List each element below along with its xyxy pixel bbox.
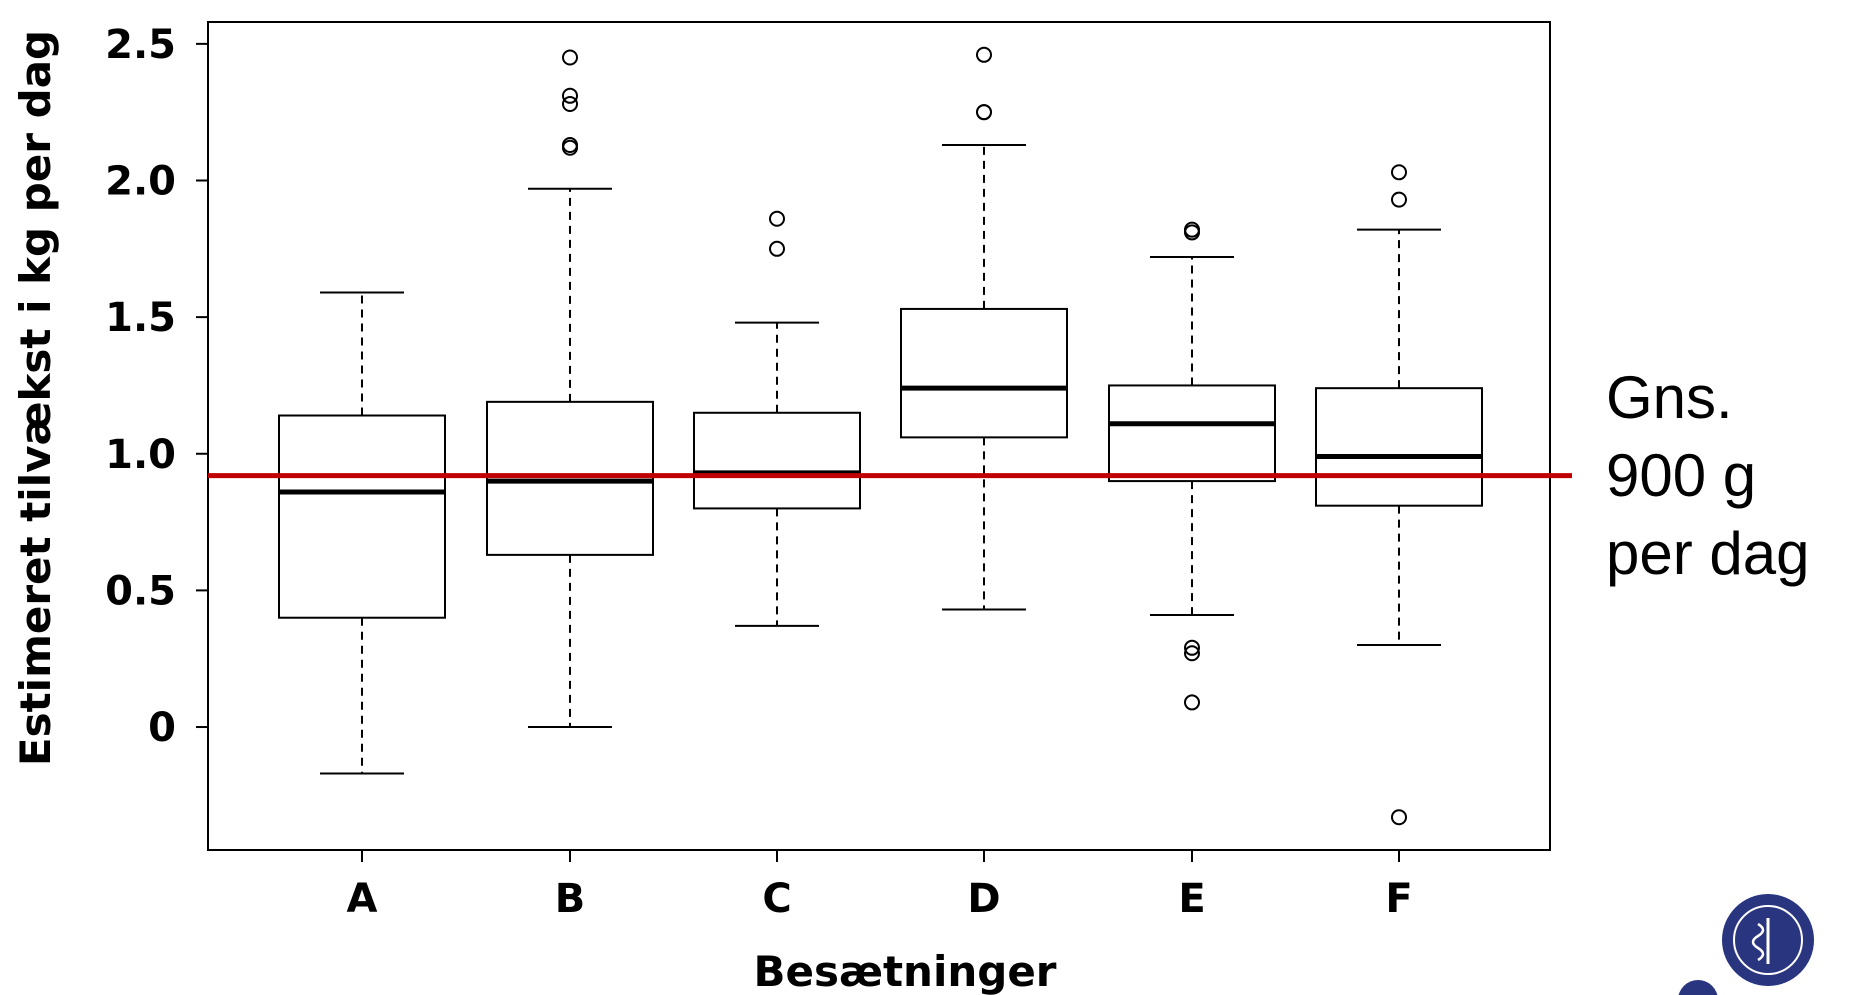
annotation-line-1: Gns. — [1606, 364, 1733, 431]
outlier-point — [1184, 645, 1200, 662]
outlier-point — [1184, 639, 1200, 656]
annotation-line-2: 900 g — [1606, 442, 1756, 509]
university-seal-icon — [1678, 894, 1814, 995]
box-iqr — [1108, 384, 1276, 483]
outlier-point — [562, 95, 578, 112]
outlier-point — [1391, 164, 1407, 181]
category-label-A: A — [347, 876, 378, 922]
outlier-point — [769, 240, 785, 257]
y-tick-label: 1.5 — [105, 295, 176, 341]
outlier-point — [1391, 809, 1407, 826]
y-tick-label: 1.0 — [105, 432, 176, 478]
outlier-point — [976, 104, 992, 121]
x-axis-title: Besætninger — [753, 947, 1056, 995]
plot-area — [207, 21, 1551, 851]
category-label-F: F — [1385, 876, 1412, 922]
y-axis-title: Estimeret tilvækst i kg per dag — [11, 30, 60, 766]
box-C — [693, 210, 861, 627]
category-label-E: E — [1178, 876, 1205, 922]
category-label-C: C — [762, 876, 791, 922]
outlier-point — [562, 136, 578, 153]
box-iqr — [486, 400, 654, 556]
boxes-layer — [278, 46, 1483, 826]
category-label-B: B — [555, 876, 586, 922]
box-F — [1315, 164, 1483, 826]
outlier-point — [1184, 694, 1200, 711]
box-iqr — [693, 411, 861, 510]
outlier-point — [769, 210, 785, 227]
box-D — [900, 46, 1068, 611]
box-A — [278, 291, 446, 775]
outlier-point — [976, 46, 992, 63]
x-axis: A B C D E F — [347, 850, 1413, 922]
outlier-point — [1184, 221, 1200, 238]
y-tick-label: 0 — [148, 705, 176, 751]
annotation-line-3: per dag — [1606, 520, 1810, 587]
box-iqr — [900, 307, 1068, 439]
box-B — [486, 49, 654, 729]
box-E — [1108, 221, 1276, 711]
outlier-point — [1391, 191, 1407, 208]
category-label-D: D — [967, 876, 1000, 922]
y-tick-label: 2.5 — [105, 22, 176, 68]
outlier-point — [562, 87, 578, 104]
y-tick-label: 0.5 — [105, 568, 176, 614]
box-iqr — [1315, 387, 1483, 507]
box-iqr — [278, 414, 446, 619]
y-axis: 0 0.5 1.0 1.5 2.0 2.5 — [105, 22, 208, 751]
outlier-point — [562, 49, 578, 66]
y-tick-label: 2.0 — [105, 158, 176, 204]
